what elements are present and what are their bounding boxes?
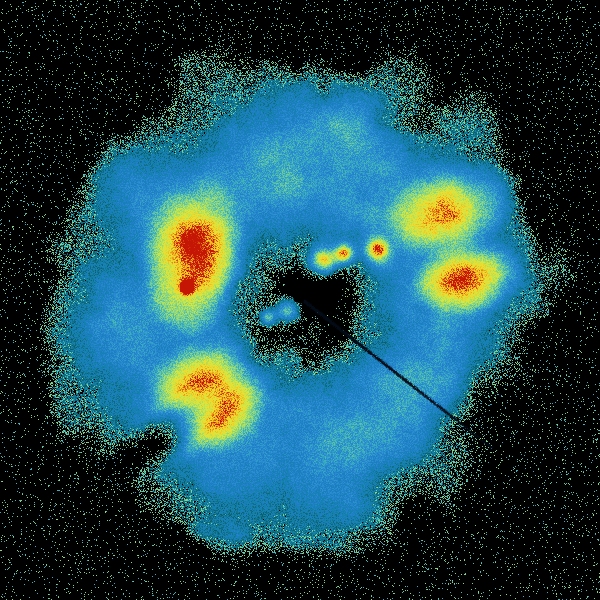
- image-viewport: False-color intensity map jet-like-inten…: [0, 0, 600, 600]
- false-color-intensity-map: [0, 0, 600, 600]
